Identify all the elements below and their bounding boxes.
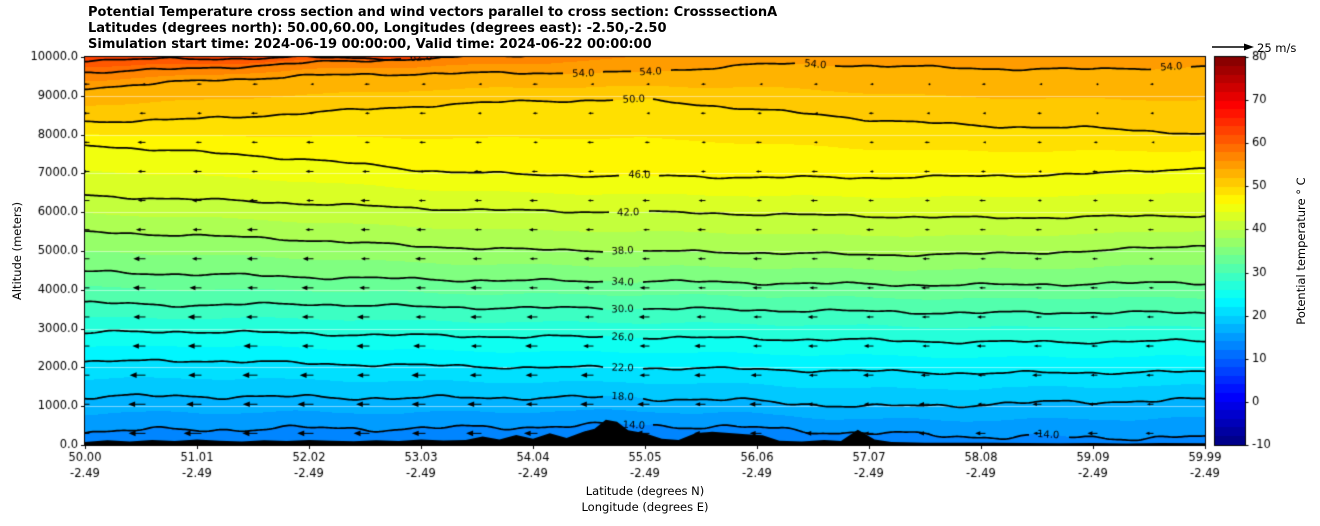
colorbar-label: Potential temperature ° C — [1294, 177, 1308, 325]
x-axis-label-longitude: Longitude (degrees E) — [581, 500, 709, 514]
chart-title-line2: Latitudes (degrees north): 50.00,60.00, … — [88, 21, 667, 36]
x-axis-label-latitude: Latitude (degrees N) — [585, 484, 705, 498]
wind-reference-arrow-icon — [1212, 43, 1254, 51]
chart-title-line3: Simulation start time: 2024-06-19 00:00:… — [88, 37, 652, 52]
chart-title-line1: Potential Temperature cross section and … — [88, 5, 778, 20]
y-axis-label: Altitude (meters) — [10, 201, 24, 301]
wind-reference-label: 25 m/s — [1257, 41, 1297, 55]
